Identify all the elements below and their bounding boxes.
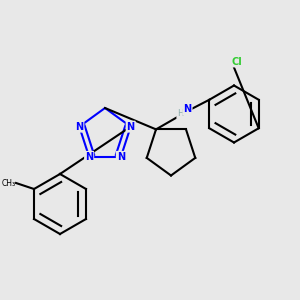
Text: N: N — [183, 104, 192, 115]
Text: N: N — [75, 122, 83, 132]
Text: N: N — [117, 152, 125, 162]
Text: N: N — [127, 122, 135, 132]
Text: CH₃: CH₃ — [2, 178, 16, 188]
Text: N: N — [85, 152, 93, 162]
Text: Cl: Cl — [232, 56, 242, 67]
Text: H: H — [177, 110, 183, 118]
